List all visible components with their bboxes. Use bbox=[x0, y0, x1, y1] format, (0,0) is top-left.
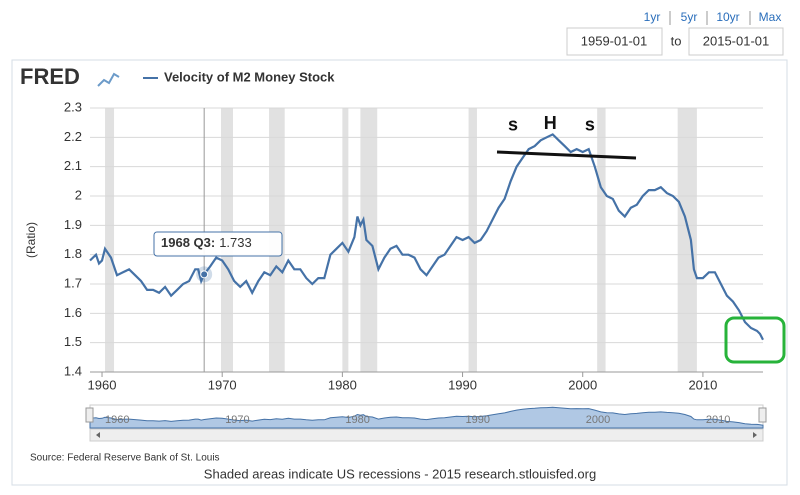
x-tick-label: 1960 bbox=[88, 377, 117, 392]
y-tick-label: 1.4 bbox=[64, 363, 82, 378]
y-tick-label: 1.5 bbox=[64, 334, 82, 349]
x-tick-label: 2010 bbox=[688, 377, 717, 392]
legend-label: Velocity of M2 Money Stock bbox=[164, 69, 335, 84]
y-tick-label: 2.3 bbox=[64, 99, 82, 114]
annotation: s bbox=[508, 114, 518, 134]
navigator-tick-label: 1970 bbox=[225, 414, 249, 426]
tooltip-text: 1968 Q3: 1.733 bbox=[161, 235, 252, 250]
recession-band bbox=[597, 108, 606, 372]
tooltip-value: 1.733 bbox=[219, 235, 252, 250]
end-date: 2015-01-01 bbox=[703, 33, 770, 48]
highlight-box bbox=[724, 316, 786, 364]
range-button[interactable]: 10yr bbox=[716, 10, 739, 24]
navigator-handle[interactable] bbox=[758, 407, 767, 423]
logo-icon bbox=[97, 72, 120, 87]
logo: FRED bbox=[20, 64, 80, 89]
navigator-tick-label: 2010 bbox=[706, 414, 730, 426]
x-tick-label: 1970 bbox=[208, 377, 237, 392]
recession-band bbox=[677, 108, 697, 372]
hover-point bbox=[200, 270, 209, 279]
series-line bbox=[89, 133, 764, 341]
y-tick-label: 1.9 bbox=[64, 217, 82, 232]
x-tick-label: 2000 bbox=[568, 377, 597, 392]
start-date: 1959-01-01 bbox=[581, 33, 648, 48]
y-tick-label: 1.7 bbox=[64, 275, 82, 290]
range-button[interactable]: Max bbox=[759, 10, 782, 24]
to-label: to bbox=[671, 33, 682, 48]
y-tick-label: 2 bbox=[75, 187, 82, 202]
start-date-input[interactable] bbox=[566, 27, 663, 56]
range-buttons: 1yr 5yr 10yr Max bbox=[644, 10, 782, 25]
y-tick-label: 1.8 bbox=[64, 246, 82, 261]
scroll-left[interactable] bbox=[96, 432, 100, 438]
navigator-area bbox=[89, 406, 764, 429]
navigator-tick-label: 1980 bbox=[345, 414, 369, 426]
navigator-tick-label: 1960 bbox=[105, 414, 129, 426]
end-date-input[interactable] bbox=[688, 27, 784, 56]
recession-band bbox=[105, 108, 115, 372]
y-tick-label: 2.1 bbox=[64, 158, 82, 173]
recession-band bbox=[360, 108, 378, 372]
y-tick-label: 2.2 bbox=[64, 129, 82, 144]
navigator-tick-label: 2000 bbox=[586, 414, 610, 426]
recession-band bbox=[342, 108, 349, 372]
x-tick-label: 1980 bbox=[328, 377, 357, 392]
note: Shaded areas indicate US recessions - 20… bbox=[204, 466, 596, 481]
navigator-handle[interactable] bbox=[85, 407, 94, 423]
neckline bbox=[496, 150, 637, 160]
annotation: H bbox=[544, 113, 557, 133]
y-tick-label: 1.6 bbox=[64, 305, 82, 320]
range-button[interactable]: 5yr bbox=[681, 10, 698, 24]
tooltip-label: 1968 Q3: bbox=[161, 235, 215, 250]
range-button[interactable]: 1yr bbox=[644, 10, 661, 24]
navigator-tick-label: 1990 bbox=[466, 414, 490, 426]
annotation: s bbox=[585, 114, 595, 134]
scrollbar[interactable] bbox=[89, 428, 764, 442]
scroll-right[interactable] bbox=[753, 432, 757, 438]
y-axis-label: (Ratio) bbox=[24, 222, 38, 258]
plot: 1.4 1.5 1.6 1.7 1.8 1.9 2 2.1 2.2 2.3 1960 1970 1980… bbox=[64, 99, 786, 442]
x-tick-label: 1990 bbox=[448, 377, 477, 392]
tooltip bbox=[153, 231, 283, 257]
source: Source: Federal Reserve Bank of St. Loui… bbox=[30, 453, 220, 464]
